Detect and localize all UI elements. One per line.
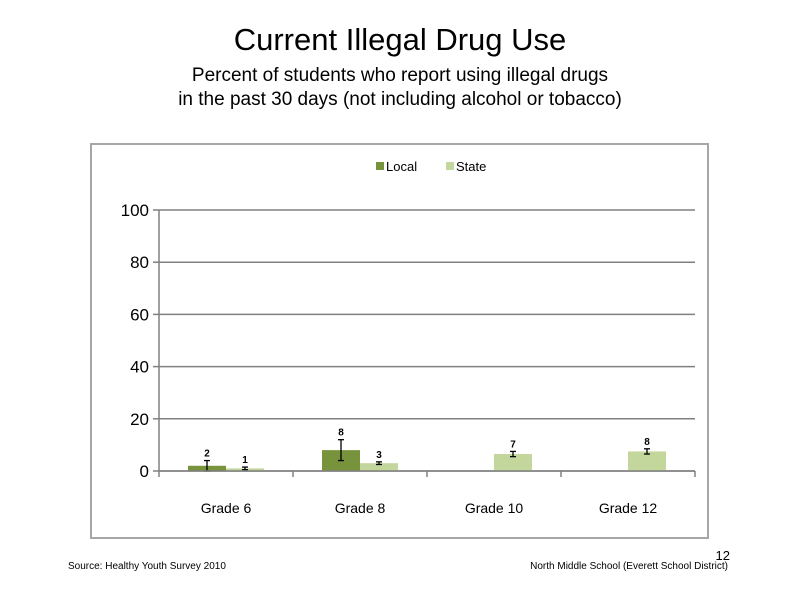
subtitle-line-2: in the past 30 days (not including alcoh… <box>178 89 622 110</box>
school-name: North Middle School (Everett School Dist… <box>530 561 728 572</box>
y-tick-label: 20 <box>130 410 149 429</box>
legend-label-state: State <box>456 159 486 174</box>
source-note: Source: Healthy Youth Survey 2010 <box>68 561 226 572</box>
y-tick-label: 60 <box>130 305 149 324</box>
data-label: 1 <box>242 455 248 466</box>
chart-frame <box>90 143 709 539</box>
x-tick-label: Grade 6 <box>201 500 252 516</box>
chart-title: Current Illegal Drug Use <box>233 22 567 57</box>
data-label: 3 <box>376 450 382 461</box>
legend-swatch-local <box>376 162 384 170</box>
page-number: 12 <box>715 548 730 563</box>
y-tick-label: 100 <box>121 201 149 220</box>
x-tick-label: Grade 8 <box>335 500 386 516</box>
data-label: 8 <box>644 437 650 448</box>
subtitle-line-1: Percent of students who report using ill… <box>191 65 609 86</box>
y-tick-label: 80 <box>130 253 149 272</box>
legend-swatch-state <box>446 162 454 170</box>
bar-state <box>360 463 398 471</box>
data-label: 8 <box>338 428 344 439</box>
bar-state <box>628 451 666 471</box>
x-tick-label: Grade 10 <box>465 500 524 516</box>
y-tick-label: 0 <box>140 462 149 481</box>
data-label: 2 <box>204 449 210 460</box>
x-tick-label: Grade 12 <box>599 500 658 516</box>
bar-state <box>494 454 532 471</box>
chart-subtitle: Percent of students who report using ill… <box>0 64 800 112</box>
data-label: 7 <box>510 439 516 450</box>
legend-label-local: Local <box>386 159 417 174</box>
y-tick-label: 40 <box>130 358 149 377</box>
